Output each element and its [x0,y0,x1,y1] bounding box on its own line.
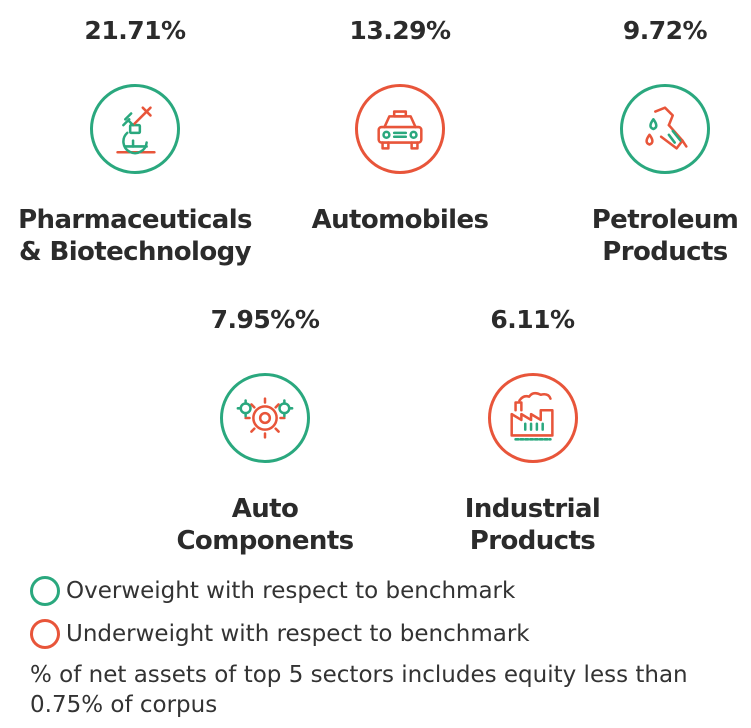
sector-name: Auto Components [176,493,354,557]
sector-name-line: Components [176,526,354,556]
fuel-nozzle-icon [645,106,688,150]
microscope-icon [116,106,156,155]
gears-icon [236,397,294,439]
sector-name: Industrial Products [464,493,601,557]
factory-icon [509,391,554,441]
weight-ring [220,373,310,463]
sector-percentage: 21.71% [84,16,186,45]
sector-name-line: Auto [231,494,299,524]
sector-pharmaceuticals: 21.71% Pharmaceuticals & Biotechnology [5,14,265,268]
overweight-ring-icon [30,576,60,606]
sector-name: Automobiles [312,204,489,236]
legend-label: Underweight with respect to benchmark [66,621,530,647]
sector-automobiles: 13.29% Automobiles [290,14,510,236]
sector-name-line: & Biotechnology [18,237,252,267]
weight-ring [487,373,578,463]
sector-name-line: Industrial [464,494,601,524]
sector-percentage: 13.29% [349,16,451,45]
sector-auto-components: 7.95%% Auto Components [150,303,380,557]
sector-percentage: 6.11% [490,305,575,334]
car-icon [377,110,423,150]
sector-percentage: 9.72% [622,16,708,45]
sector-name-line: Pharmaceuticals [18,205,252,235]
sector-petroleum-products: 9.72% Petroleum Products [575,14,751,268]
underweight-ring-icon [30,619,60,649]
weight-ring [620,84,710,174]
sector-name: Pharmaceuticals & Biotechnology [18,204,252,268]
footnote: % of net assets of top 5 sectors include… [30,662,688,718]
legend-label: Overweight with respect to benchmark [66,578,516,604]
weight-ring [90,84,180,174]
sector-percentage: 7.95%% [210,305,320,334]
sector-name-line: Petroleum [591,205,739,235]
sector-name-line: Products [602,237,728,267]
legend-underweight: Underweight with respect to benchmark [30,619,530,649]
sector-name-line: Products [469,526,596,556]
weight-ring [355,84,445,174]
sector-name-line: Automobiles [311,205,489,235]
legend-overweight: Overweight with respect to benchmark [30,576,515,606]
sector-name: Petroleum Products [592,204,739,268]
sector-industrial-products: 6.11% Industrial Products [420,303,645,557]
